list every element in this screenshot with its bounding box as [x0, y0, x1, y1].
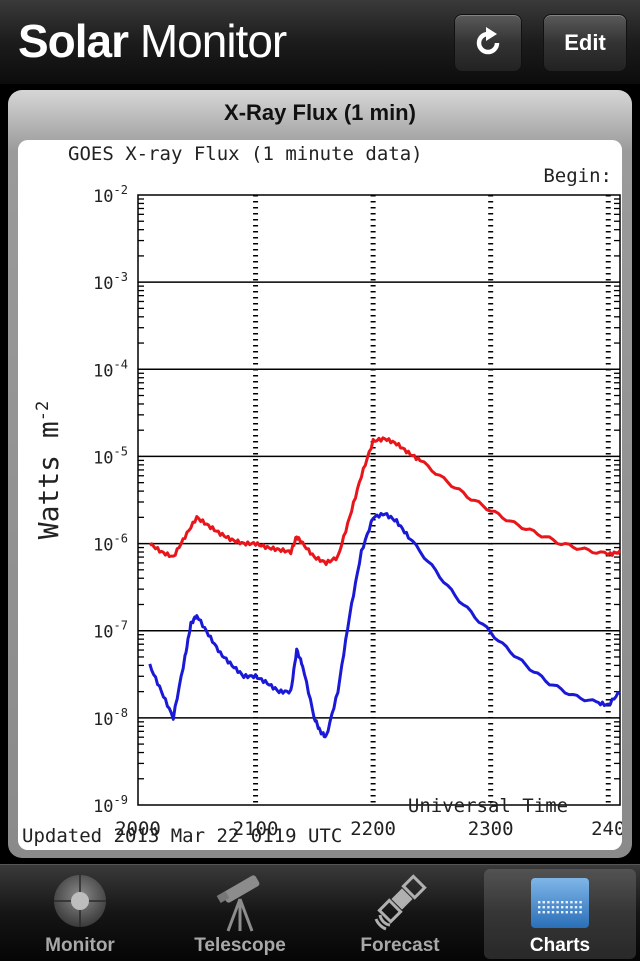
navigation-bar: Solar Monitor Edit: [0, 0, 640, 85]
chart-icon-dot: [556, 901, 559, 904]
chart-icon-dot: [556, 906, 559, 909]
tab-monitor-label: Monitor: [45, 935, 115, 956]
app-title-bold: Solar: [18, 15, 129, 67]
chart-icon-dot: [547, 911, 550, 914]
chart-icon-dot: [570, 911, 573, 914]
chart-icon-dot: [579, 911, 582, 914]
chart-icon-dot: [574, 906, 578, 909]
chart-grid-icon: [531, 878, 589, 928]
chart-icon-dot: [538, 906, 541, 909]
chart-icon-dot: [542, 911, 545, 914]
xray-flux-chart: GOES X-ray Flux (1 minute data) Begin: 1…: [22, 143, 622, 847]
y-tick-label: 10-8: [93, 706, 128, 730]
y-tick-label: 10-5: [93, 444, 128, 468]
y-tick-label: 10-7: [93, 619, 128, 643]
y-tick-label: 10-2: [93, 183, 128, 207]
chart-icon-dot: [565, 911, 568, 914]
app-title: Solar Monitor: [18, 14, 287, 68]
chart-grid: [138, 195, 620, 805]
x-tick-label: 2300: [468, 818, 514, 840]
chart-icon-dot: [538, 901, 541, 904]
chart-icon-dot: [579, 901, 582, 904]
chart-icon-dot: [561, 901, 564, 904]
chart-icon-dot: [570, 906, 573, 909]
chart-icon-dot: [570, 901, 573, 904]
chart-image[interactable]: GOES X-ray Flux (1 minute data) Begin: 1…: [18, 140, 622, 850]
chart-icon-dot: [551, 906, 555, 909]
x-tick-label: 2200: [350, 818, 396, 840]
tab-forecast-label: Forecast: [360, 935, 440, 956]
y-tick-label: 10-4: [93, 357, 128, 381]
chart-begin-label: Begin:: [543, 165, 612, 187]
chart-axes: [137, 194, 621, 806]
long-channel-series: [148, 436, 622, 566]
y-axis-label-exponent: -2: [33, 401, 53, 421]
chart-icon-dot: [565, 901, 568, 904]
x-tick-label: 2000: [115, 818, 161, 840]
chart-icon-dot: [574, 901, 578, 904]
tab-charts[interactable]: Charts: [480, 865, 640, 961]
chart-icon-dot: [551, 911, 555, 914]
short-channel-series: [148, 511, 621, 739]
sun-icon: [54, 875, 106, 927]
chart-tick-labels: 10-9 10-8 10-7 10-6 10-5 10-4 10-3 10-2 2000 2100…: [93, 183, 622, 840]
y-tick-label: 10-3: [93, 270, 128, 294]
chart-icon-dot: [547, 901, 550, 904]
chart-icon-dot: [561, 906, 564, 909]
tab-forecast[interactable]: Forecast: [320, 865, 480, 961]
y-tick-label: 10-9: [93, 793, 128, 817]
edit-button[interactable]: Edit: [543, 14, 627, 72]
telescope-icon: [216, 875, 260, 932]
tab-telescope[interactable]: Telescope: [160, 865, 320, 961]
app-title-light: Monitor: [139, 15, 287, 67]
x-axis-label: Universal Time: [408, 795, 568, 817]
chart-icon-dot: [565, 906, 568, 909]
chart-icon-dot: [547, 906, 550, 909]
chart-icon-dot: [579, 906, 582, 909]
chart-icon-dot: [561, 911, 564, 914]
chart-title: GOES X-ray Flux (1 minute data): [68, 143, 423, 165]
chart-icon-dot: [574, 911, 578, 914]
plot-frame: [137, 194, 621, 806]
chart-icon-dot: [538, 911, 541, 914]
refresh-icon: [476, 27, 500, 55]
chart-icon-dot: [551, 901, 555, 904]
x-tick-label: 2100: [233, 818, 279, 840]
tab-bar: Monitor Telescope Forecast: [0, 864, 640, 961]
refresh-button[interactable]: [454, 14, 522, 72]
satellite-icon: [374, 874, 427, 931]
y-axis-label-text: Watts m: [32, 421, 65, 539]
y-axis-label: Watts m-2: [32, 401, 65, 540]
chart-icon-dot: [556, 911, 559, 914]
panel-title: X-Ray Flux (1 min): [224, 100, 416, 125]
y-tick-label: 10-6: [93, 532, 128, 556]
tab-telescope-label: Telescope: [194, 935, 286, 956]
chart-series: [148, 436, 622, 739]
chart-panel: X-Ray Flux (1 min) GOES X-ray Flux (1 mi…: [8, 90, 632, 858]
x-tick-label: 240: [591, 818, 622, 840]
chart-icon-dot: [542, 906, 545, 909]
tab-charts-label: Charts: [529, 935, 591, 956]
tab-monitor[interactable]: Monitor: [0, 865, 160, 961]
chart-icon-dot: [542, 901, 545, 904]
updated-timestamp: Updated 2013 Mar 22 0119 UTC: [22, 825, 342, 847]
